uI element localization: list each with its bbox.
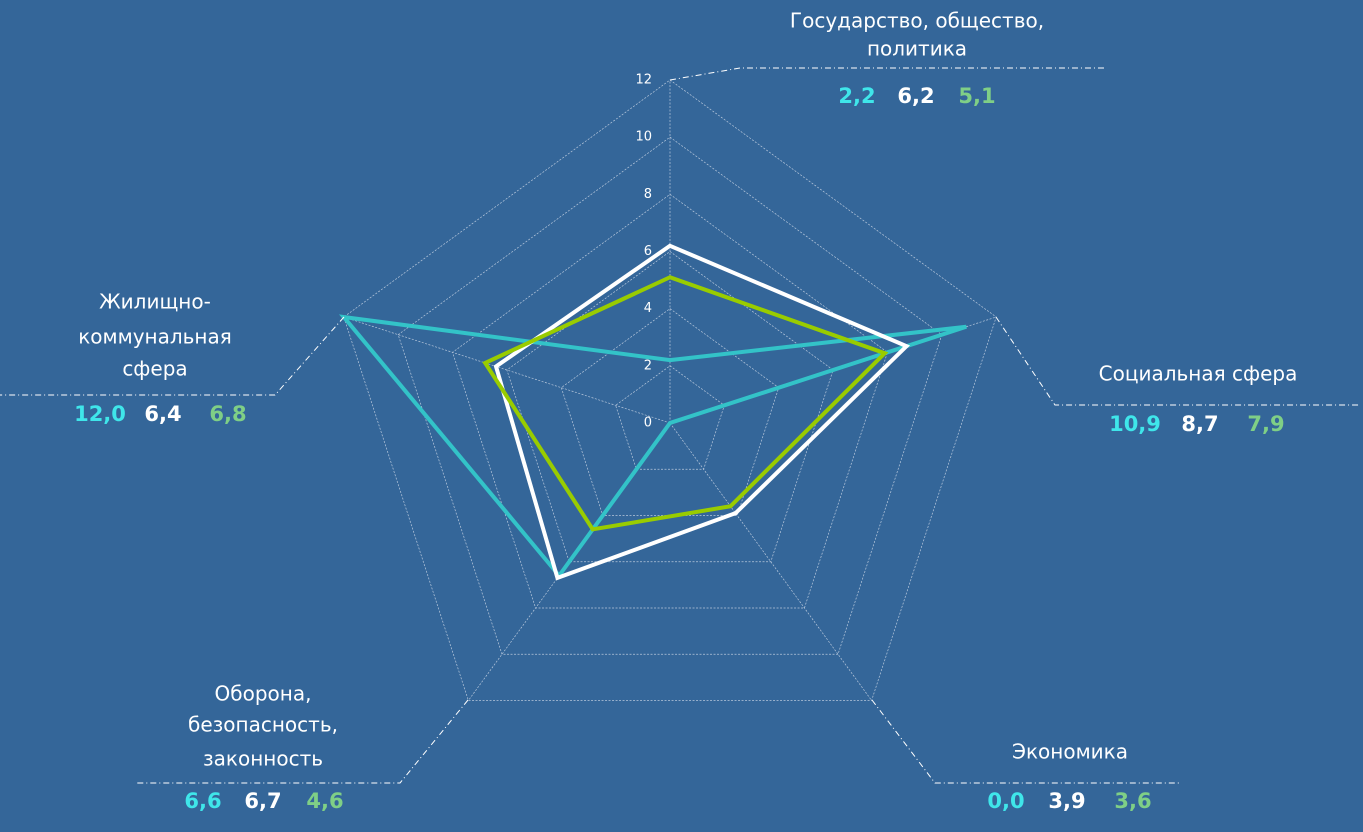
grid-ring — [343, 79, 997, 701]
tick-label: 2 — [644, 358, 652, 373]
value-label: 6,8 — [209, 402, 246, 426]
value-label: 12,0 — [74, 402, 126, 426]
leader-line — [669, 67, 1105, 81]
grid-ring — [397, 136, 943, 655]
category-label: Жилищно- — [99, 290, 211, 314]
category-label: законность — [203, 747, 323, 771]
tick-label: 0 — [644, 416, 652, 431]
value-label: 3,6 — [1114, 789, 1151, 813]
category-label: безопасность, — [188, 713, 338, 737]
value-label: 0,0 — [987, 789, 1024, 813]
value-label: 2,2 — [838, 84, 875, 108]
tick-label: 12 — [635, 73, 652, 88]
value-label: 6,7 — [244, 789, 281, 813]
leader-line — [995, 316, 1360, 406]
category-label: сфера — [122, 357, 187, 381]
tick-label: 4 — [644, 301, 652, 316]
leader-line — [871, 699, 1180, 784]
value-label: 6,2 — [897, 84, 934, 108]
value-label: 5,1 — [958, 84, 995, 108]
grid-ring — [506, 251, 834, 563]
value-label: 3,9 — [1048, 789, 1085, 813]
value-label: 8,7 — [1181, 412, 1218, 436]
spoke — [669, 422, 872, 701]
grid-ring — [615, 365, 725, 470]
category-label: коммунальная — [78, 325, 232, 349]
leader-line — [135, 699, 469, 784]
value-label: 7,9 — [1247, 412, 1284, 436]
value-label: 6,4 — [144, 402, 181, 426]
category-label: Экономика — [1012, 740, 1128, 764]
grid-ring — [452, 193, 888, 609]
series-line — [482, 275, 889, 532]
spoke — [343, 316, 671, 424]
category-label: политика — [867, 37, 967, 61]
tick-label: 10 — [635, 130, 652, 145]
value-label: 6,6 — [184, 789, 221, 813]
leader-line — [0, 316, 345, 396]
category-label: Оборона, — [215, 682, 312, 706]
category-label: Социальная сфера — [1099, 362, 1298, 386]
series-line — [338, 314, 967, 579]
value-label: 4,6 — [306, 789, 343, 813]
tick-label: 8 — [644, 187, 652, 202]
tick-label: 6 — [644, 244, 652, 259]
value-label: 10,9 — [1109, 412, 1161, 436]
category-label: Государство, общество, — [790, 9, 1044, 33]
